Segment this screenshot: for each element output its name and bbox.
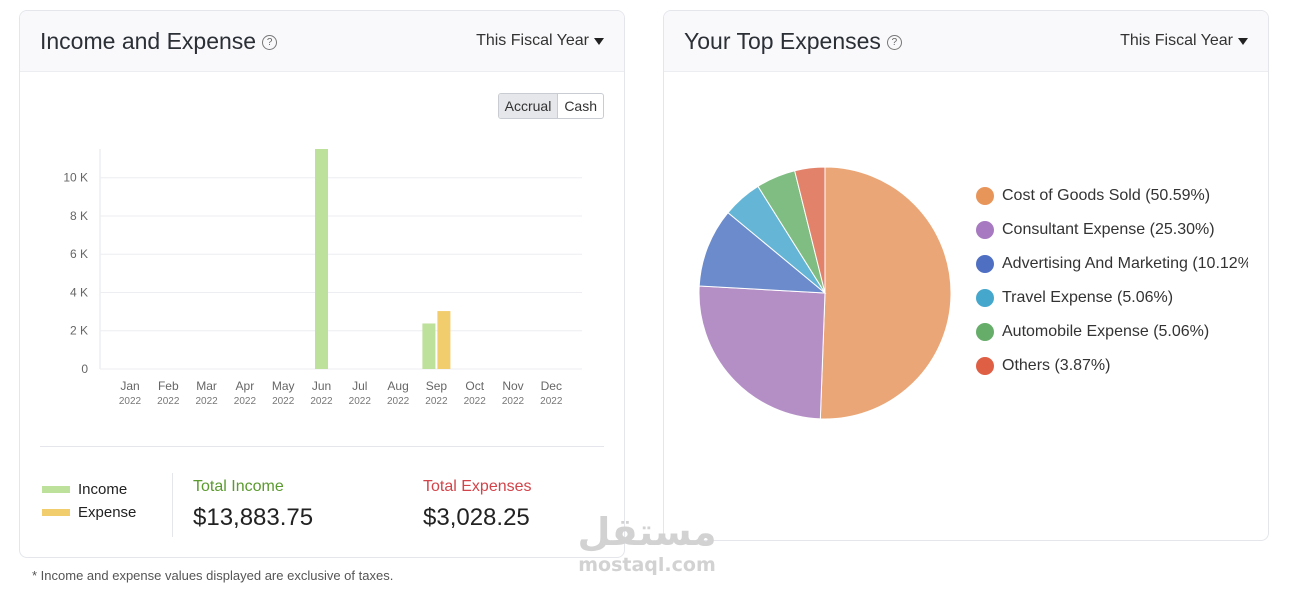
total-income: Total Income $13,883.75 [193,478,313,532]
legend-item[interactable]: Advertising And Marketing (10.12%) [976,247,1248,281]
x-tick-year: 2022 [349,396,372,407]
x-tick-year: 2022 [310,396,333,407]
top-expenses-card: Your Top Expenses ? This Fiscal Year Cos… [663,10,1269,541]
legend-label: Advertising And Marketing (10.12%) [1002,255,1248,272]
x-tick-year: 2022 [464,396,487,407]
income-expense-title-wrap: Income and Expense ? [40,27,278,55]
caret-down-icon [1238,37,1248,45]
legend-label: Travel Expense (5.06%) [1002,289,1174,306]
income-expense-header: Income and Expense ? This Fiscal Year [20,11,624,72]
total-expenses-label: Total Expenses [423,478,532,495]
x-tick-year: 2022 [119,396,142,407]
y-tick-label: 8 K [70,209,88,223]
legend-label: Others (3.87%) [1002,357,1111,374]
x-tick-label: Apr [236,379,255,393]
legend-item[interactable]: Consultant Expense (25.30%) [976,213,1248,247]
legend-separator [172,473,173,537]
legend-item-income: Income [42,481,136,498]
x-tick-label: May [272,379,295,393]
legend-item-expense: Expense [42,504,136,521]
x-tick-label: Oct [465,379,484,393]
x-tick-label: Dec [541,379,562,393]
pie-slice[interactable] [698,285,826,420]
x-tick-label: Jan [120,379,139,393]
watermark-latin: mostaql.com [578,554,716,576]
x-tick-year: 2022 [234,396,257,407]
top-expenses-title-wrap: Your Top Expenses ? [684,28,902,55]
income-bar[interactable] [315,149,328,369]
x-tick-label: Mar [196,379,217,393]
x-tick-label: Jun [312,379,331,393]
watermark-arabic: مستقل [577,510,717,554]
y-tick-label: 2 K [70,324,88,338]
y-tick-label: 4 K [70,285,88,299]
x-tick-year: 2022 [502,396,525,407]
help-icon[interactable]: ? [262,34,278,50]
expense-bar[interactable] [437,311,451,369]
income-expense-legend: Income Expense [42,481,136,527]
income-expense-period-label: This Fiscal Year [476,32,589,49]
mostaql-watermark: مستقل mostaql.com [562,510,732,576]
legend-item[interactable]: Automobile Expense (5.06%) [976,315,1248,349]
income-expense-period-dropdown[interactable]: This Fiscal Year [476,32,604,50]
x-tick-year: 2022 [425,396,448,407]
taxes-footnote: * Income and expense values displayed ar… [32,568,394,583]
legend-label: Automobile Expense (5.06%) [1002,323,1210,340]
top-expenses-period-dropdown[interactable]: This Fiscal Year [1120,32,1248,50]
legend-expense-label: Expense [78,504,137,521]
accrual-button[interactable]: Accrual [498,94,559,118]
pie-slice[interactable] [698,211,827,294]
income-expense-card: Income and Expense ? This Fiscal Year Ac… [19,10,625,558]
x-tick-label: Nov [502,379,523,393]
legend-income-label: Income [78,481,128,498]
cash-button[interactable]: Cash [564,98,597,114]
legend-dot [976,221,994,239]
legend-item[interactable]: Travel Expense (5.06%) [976,281,1248,315]
caret-down-icon [594,37,604,45]
y-tick-label: 0 [81,362,88,376]
top-expenses-title: Your Top Expenses [684,27,881,54]
income-expense-title: Income and Expense [40,27,257,54]
x-tick-label: Jul [352,379,367,393]
income-expense-bar-chart: 0 2 K 4 K 6 K 8 K 10 K Jan 2022 Feb 2022 Mar 2022 Ap… [63,149,582,407]
top-expenses-period-label: This Fiscal Year [1120,32,1233,49]
legend-item[interactable]: Cost of Goods Sold (50.59%) [976,179,1248,213]
x-tick-label: Aug [387,379,408,393]
legend-item[interactable]: Others (3.87%) [976,349,1248,383]
top-expenses-pie-chart [698,166,952,420]
legend-dot [976,323,994,341]
accrual-cash-toggle: Accrual Cash [497,93,604,119]
divider [40,446,604,447]
income-bar[interactable] [422,323,436,369]
total-expenses: Total Expenses $3,028.25 [423,478,532,532]
x-tick-year: 2022 [272,396,295,407]
legend-dot [976,187,994,205]
x-tick-year: 2022 [540,396,563,407]
x-tick-year: 2022 [195,396,218,407]
income-swatch [42,486,70,493]
total-expenses-value: $3,028.25 [423,504,530,531]
x-tick-year: 2022 [387,396,410,407]
expense-swatch [42,509,70,516]
pie-slice[interactable] [794,166,826,294]
top-expenses-header: Your Top Expenses ? This Fiscal Year [664,11,1268,72]
top-expenses-legend: Cost of Goods Sold (50.59%) Consultant Ex… [976,179,1248,383]
total-income-value: $13,883.75 [193,504,314,531]
x-tick-year: 2022 [157,396,180,407]
pie-slice[interactable] [819,166,952,420]
legend-label: Cost of Goods Sold (50.59%) [1002,187,1211,204]
legend-dot [976,255,994,273]
y-tick-label: 6 K [70,247,88,261]
y-tick-label: 10 K [63,171,88,185]
total-income-label: Total Income [193,478,284,495]
x-tick-label: Sep [426,379,448,393]
legend-dot [976,289,994,307]
legend-dot [976,357,994,375]
x-tick-label: Feb [158,379,179,393]
help-icon[interactable]: ? [886,34,902,50]
legend-label: Consultant Expense (25.30%) [1002,221,1215,238]
